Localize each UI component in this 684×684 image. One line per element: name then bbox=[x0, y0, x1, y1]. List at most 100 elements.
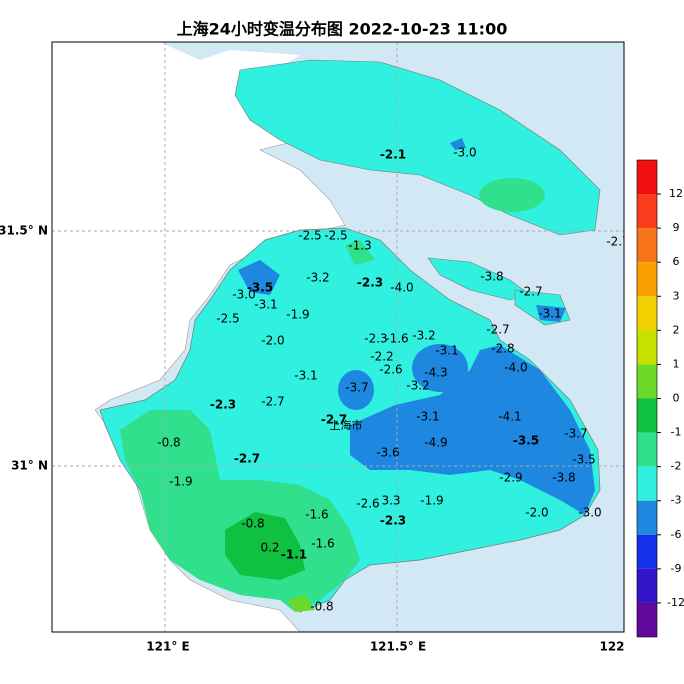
station-value: -2.3 bbox=[364, 332, 387, 346]
station-value: -3.0 bbox=[453, 146, 476, 160]
station-value: -2.3 bbox=[357, 276, 383, 290]
x-axis-label: 122 bbox=[599, 640, 624, 654]
cold-patch bbox=[450, 138, 466, 150]
colorbar-tick-label: 2 bbox=[673, 323, 680, 336]
station-value: -2.7 bbox=[234, 452, 260, 466]
colorbar-tick-label: -6 bbox=[671, 528, 682, 541]
warmest-zone bbox=[225, 512, 305, 580]
station-value: -2.3 bbox=[210, 398, 236, 412]
cold-zone-center bbox=[412, 344, 468, 392]
station-value: -2.7 bbox=[606, 235, 629, 249]
colorbar-tick-label: -1 bbox=[671, 426, 682, 439]
station-value: -0.8 bbox=[310, 600, 333, 614]
colorbar-cell bbox=[637, 330, 657, 365]
station-value: -1.9 bbox=[420, 494, 443, 508]
station-value: -3.1 bbox=[435, 344, 458, 358]
station-value: -2.5 bbox=[324, 229, 347, 243]
station-value: -2.8 bbox=[491, 342, 514, 356]
colorbar-cell bbox=[637, 534, 657, 569]
station-value: -4.0 bbox=[504, 361, 527, 375]
station-value: -2.7 bbox=[261, 395, 284, 409]
city-label: 上海市 bbox=[330, 418, 363, 432]
station-value: -2.2 bbox=[370, 350, 393, 364]
station-value: -1.9 bbox=[169, 475, 192, 489]
station-value: -3.5 bbox=[572, 453, 595, 467]
colorbar-tick-label: 0 bbox=[673, 392, 680, 405]
y-axis-label: 31.5° N bbox=[0, 224, 48, 238]
colorbar-cell bbox=[637, 432, 657, 467]
colorbar-tick-label: -9 bbox=[671, 562, 682, 575]
station-value: -3.1 bbox=[254, 298, 277, 312]
y-axis-label: 31° N bbox=[11, 459, 48, 473]
colorbar-cell bbox=[637, 500, 657, 535]
station-value: -2.3 bbox=[380, 514, 406, 528]
station-value: -3.1 bbox=[416, 410, 439, 424]
station-value: -0.8 bbox=[157, 436, 180, 450]
station-value: -3.6 bbox=[376, 446, 399, 460]
colorbar-cell bbox=[637, 466, 657, 501]
station-value: -2.5 bbox=[298, 229, 321, 243]
cold-zone-small bbox=[338, 370, 374, 410]
station-value: -1.6 bbox=[311, 537, 334, 551]
warm-spot-north bbox=[345, 240, 375, 265]
station-value: -2.6 bbox=[379, 363, 402, 377]
station-value: -3.7 bbox=[345, 381, 368, 395]
station-value: -2.7 bbox=[486, 323, 509, 337]
cold-zone-northwest bbox=[238, 260, 280, 295]
x-axis-label: 121.5° E bbox=[370, 640, 426, 654]
colorbar-tick-label: 1 bbox=[673, 357, 680, 370]
map-area: -2.1 -3.0-2.5 -2.5-1.3-3.2 -2.3 -4.0-3.8-2.7… bbox=[52, 42, 629, 632]
station-value: -2.5 bbox=[216, 312, 239, 326]
station-value: -0.8 bbox=[241, 517, 264, 531]
title: 上海24小时变温分布图 2022-10-23 11:00 bbox=[177, 20, 508, 39]
station-value: -2.0 bbox=[261, 334, 284, 348]
colorbar-tick-label: 9 bbox=[673, 221, 680, 234]
station-value: -3.0 bbox=[232, 288, 255, 302]
colorbar-tick-label: 3 bbox=[673, 289, 680, 302]
warm-spot bbox=[288, 595, 315, 612]
station-value: -3.2 bbox=[306, 271, 329, 285]
station-value: 3.3 bbox=[381, 494, 400, 508]
colorbar-cell bbox=[637, 160, 657, 195]
station-value: -2.0 bbox=[525, 506, 548, 520]
colorbar-cell bbox=[637, 194, 657, 229]
colorbar-tick-label: 12 bbox=[669, 187, 683, 200]
station-value: -3.1 bbox=[294, 369, 317, 383]
station-value: -4.1 bbox=[498, 410, 521, 424]
colorbar-cell bbox=[637, 228, 657, 263]
station-value: -3.8 bbox=[480, 270, 503, 284]
colorbar-cell bbox=[637, 398, 657, 433]
station-value: -3.2 bbox=[406, 379, 429, 393]
station-value: -4.9 bbox=[424, 436, 447, 450]
station-value: 0.2 bbox=[260, 541, 279, 555]
station-labels: -2.1 -3.0-2.5 -2.5-1.3-3.2 -2.3 -4.0-3.8-2.7… bbox=[157, 146, 629, 614]
colorbar-tick-label: -12 bbox=[667, 596, 684, 609]
colorbar-cell bbox=[637, 296, 657, 331]
station-value: -3.7 bbox=[564, 427, 587, 441]
station-value: -3.8 bbox=[552, 471, 575, 485]
station-value: -2.7 bbox=[519, 285, 542, 299]
station-value: -3.5 bbox=[247, 281, 273, 295]
station-value: -4.3 bbox=[424, 366, 447, 380]
cold-zone-east bbox=[350, 345, 595, 515]
colorbar-tick-label: -2 bbox=[671, 460, 682, 473]
map-frame bbox=[51, 41, 625, 633]
station-value: -2.9 bbox=[499, 471, 522, 485]
colorbar-tick-label: 6 bbox=[673, 255, 680, 268]
station-value: -2.7 bbox=[321, 413, 347, 427]
station-value: -3.1 bbox=[538, 307, 561, 321]
axes: 121° E 121.5° E 122 31.5° N 31° N bbox=[0, 224, 625, 654]
station-value: -3.0 bbox=[578, 506, 601, 520]
colorbar-tick-label: -3 bbox=[671, 494, 682, 507]
station-value: -1.9 bbox=[286, 308, 309, 322]
hengsha-cold bbox=[536, 305, 566, 322]
station-value: -3.2 bbox=[412, 329, 435, 343]
colorbar: 12 9 6 3 2 1 0 -1 -2 -3 -6 -9 -12 bbox=[636, 159, 684, 638]
colorbar-cell bbox=[637, 568, 657, 603]
station-value: -2.6 bbox=[356, 497, 379, 511]
station-value: -1.3 bbox=[348, 239, 371, 253]
colorbar-cell bbox=[637, 262, 657, 297]
station-value: -1.6 bbox=[305, 508, 328, 522]
station-value: -1.1 bbox=[281, 548, 307, 562]
